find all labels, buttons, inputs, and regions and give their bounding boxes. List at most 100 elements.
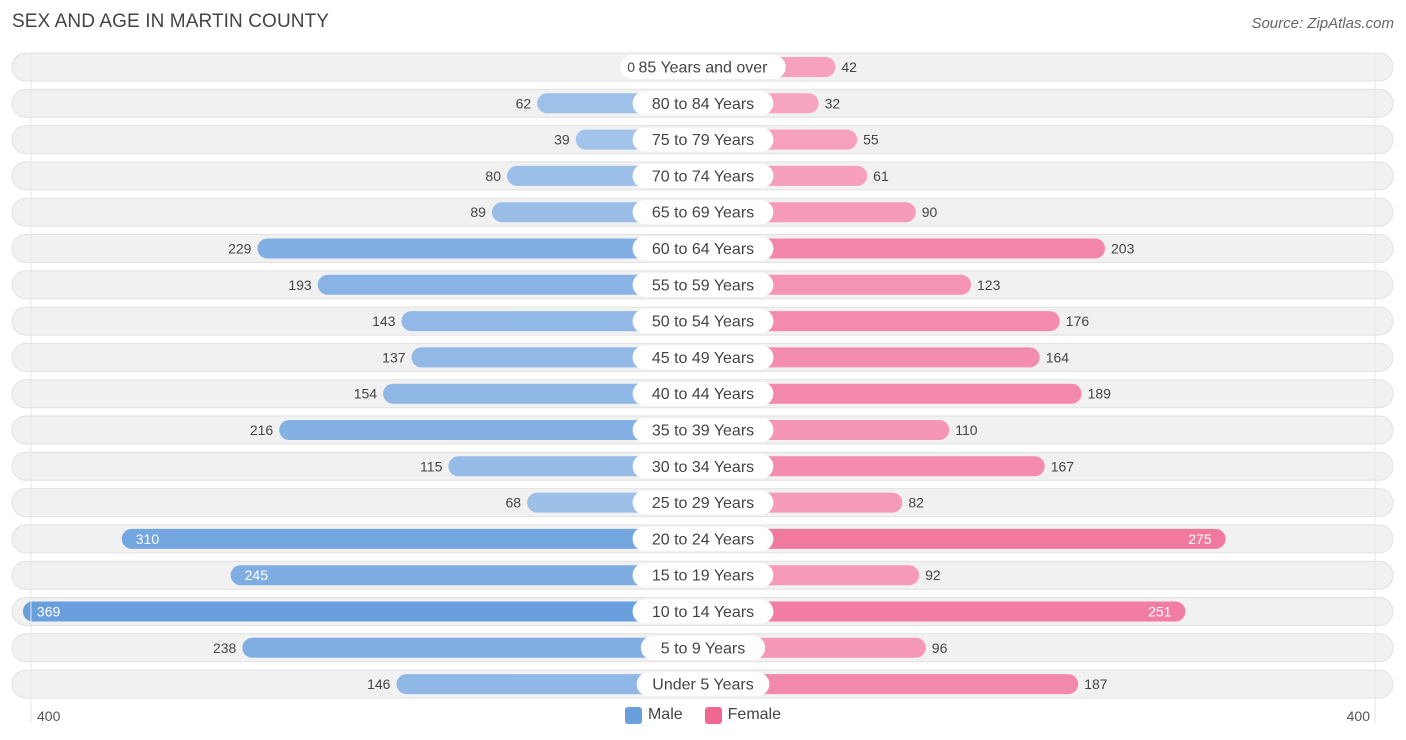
value-label-male: 115 (420, 458, 443, 474)
axis-right-label: 400 (1346, 708, 1370, 724)
bar-male (383, 383, 703, 404)
value-label-female: 251 (1148, 604, 1172, 620)
bar-female (703, 674, 1079, 695)
category-label-bg (632, 563, 774, 588)
value-label-male: 369 (37, 604, 61, 620)
value-label-female: 42 (841, 59, 857, 75)
category-label: 10 to 14 Years (652, 604, 754, 621)
value-label-male: 89 (470, 204, 486, 220)
axis-left-label: 400 (37, 708, 61, 724)
value-label-male: 146 (367, 676, 391, 692)
category-label-bg (632, 381, 774, 406)
source-label: Source: ZipAtlas.com (1251, 15, 1394, 32)
bar-male (317, 274, 703, 295)
category-label-bg (632, 272, 774, 297)
legend-item-female[interactable]: Female (704, 706, 782, 724)
value-label-male: 0 (627, 59, 635, 75)
value-label-female: 55 (863, 132, 879, 148)
bar-female (703, 347, 1040, 368)
value-label-male: 68 (506, 495, 522, 511)
value-label-female: 96 (932, 640, 948, 656)
value-label-male: 143 (372, 313, 396, 329)
value-label-female: 92 (925, 567, 941, 583)
category-label-bg (632, 599, 774, 624)
value-label-male: 238 (213, 640, 237, 656)
value-label-male: 39 (554, 132, 570, 148)
bar-male (242, 637, 703, 658)
category-label: 35 to 39 Years (652, 423, 754, 440)
category-label: 65 to 69 Years (652, 205, 754, 222)
category-label: 85 Years and over (639, 60, 769, 77)
value-label-male: 310 (136, 531, 160, 547)
value-label-male: 193 (288, 277, 312, 293)
value-label-female: 275 (1188, 531, 1212, 547)
value-label-male: 62 (516, 95, 532, 111)
value-label-female: 187 (1084, 676, 1108, 692)
value-label-male: 216 (250, 422, 274, 438)
value-label-female: 167 (1051, 458, 1075, 474)
category-label-bg (640, 635, 766, 660)
category-label: 5 to 9 Years (661, 640, 746, 657)
category-label: 55 to 59 Years (652, 277, 754, 294)
category-label-bg (632, 91, 774, 116)
category-label: 30 to 34 Years (652, 459, 754, 476)
bar-male (401, 311, 703, 332)
value-label-female: 32 (825, 95, 841, 111)
legend-swatch-male (624, 706, 642, 724)
legend-label-female: Female (727, 706, 782, 723)
bar-female (703, 311, 1060, 332)
category-label: 50 to 54 Years (652, 314, 754, 331)
category-label: 20 to 24 Years (652, 531, 754, 548)
category-label: 25 to 29 Years (652, 495, 754, 512)
bar-female (703, 601, 1186, 622)
value-label-female: 110 (955, 422, 978, 438)
value-label-male: 245 (245, 567, 269, 583)
category-label: 40 to 44 Years (652, 386, 754, 403)
bar-female (703, 238, 1106, 259)
value-label-female: 176 (1066, 313, 1090, 329)
bar-male (396, 674, 703, 695)
bar-male (230, 565, 703, 586)
category-label: 60 to 64 Years (652, 241, 754, 258)
category-label: 75 to 79 Years (652, 132, 754, 149)
chart-title: SEX AND AGE IN MARTIN COUNTY (12, 11, 330, 32)
category-label-bg (632, 309, 774, 334)
category-label: 70 to 74 Years (652, 168, 754, 185)
value-label-female: 189 (1088, 386, 1112, 402)
bar-female (703, 528, 1226, 549)
value-label-male: 137 (382, 349, 406, 365)
bar-female (703, 383, 1082, 404)
value-label-female: 203 (1111, 241, 1135, 257)
legend-label-male: Male (647, 706, 683, 723)
value-label-female: 90 (922, 204, 938, 220)
category-label-bg (632, 236, 774, 261)
value-label-female: 61 (873, 168, 889, 184)
category-label-bg (632, 200, 774, 225)
bar-male (121, 528, 703, 549)
category-label: 15 to 19 Years (652, 568, 754, 585)
category-label-bg (632, 454, 774, 479)
category-label: 80 to 84 Years (652, 96, 754, 113)
value-label-male: 154 (354, 386, 378, 402)
category-label-bg (636, 672, 770, 697)
category-label-bg (632, 163, 774, 188)
legend-swatch-female (704, 706, 722, 724)
bar-male (279, 420, 703, 440)
category-label-bg (632, 526, 774, 551)
bar-male (257, 238, 703, 259)
legend-item-male[interactable]: Male (624, 706, 683, 724)
bar-female (703, 456, 1045, 477)
category-label-bg (632, 345, 774, 370)
value-label-male: 80 (485, 168, 501, 184)
value-label-female: 123 (977, 277, 1001, 293)
category-label-bg (632, 127, 774, 152)
category-label-bg (632, 490, 774, 515)
bar-male (411, 347, 703, 368)
bar-male (22, 601, 704, 622)
category-label: Under 5 Years (652, 677, 753, 694)
value-label-female: 82 (908, 495, 924, 511)
category-label: 45 to 49 Years (652, 350, 754, 367)
value-label-female: 164 (1046, 349, 1070, 365)
category-label-bg (620, 55, 786, 79)
